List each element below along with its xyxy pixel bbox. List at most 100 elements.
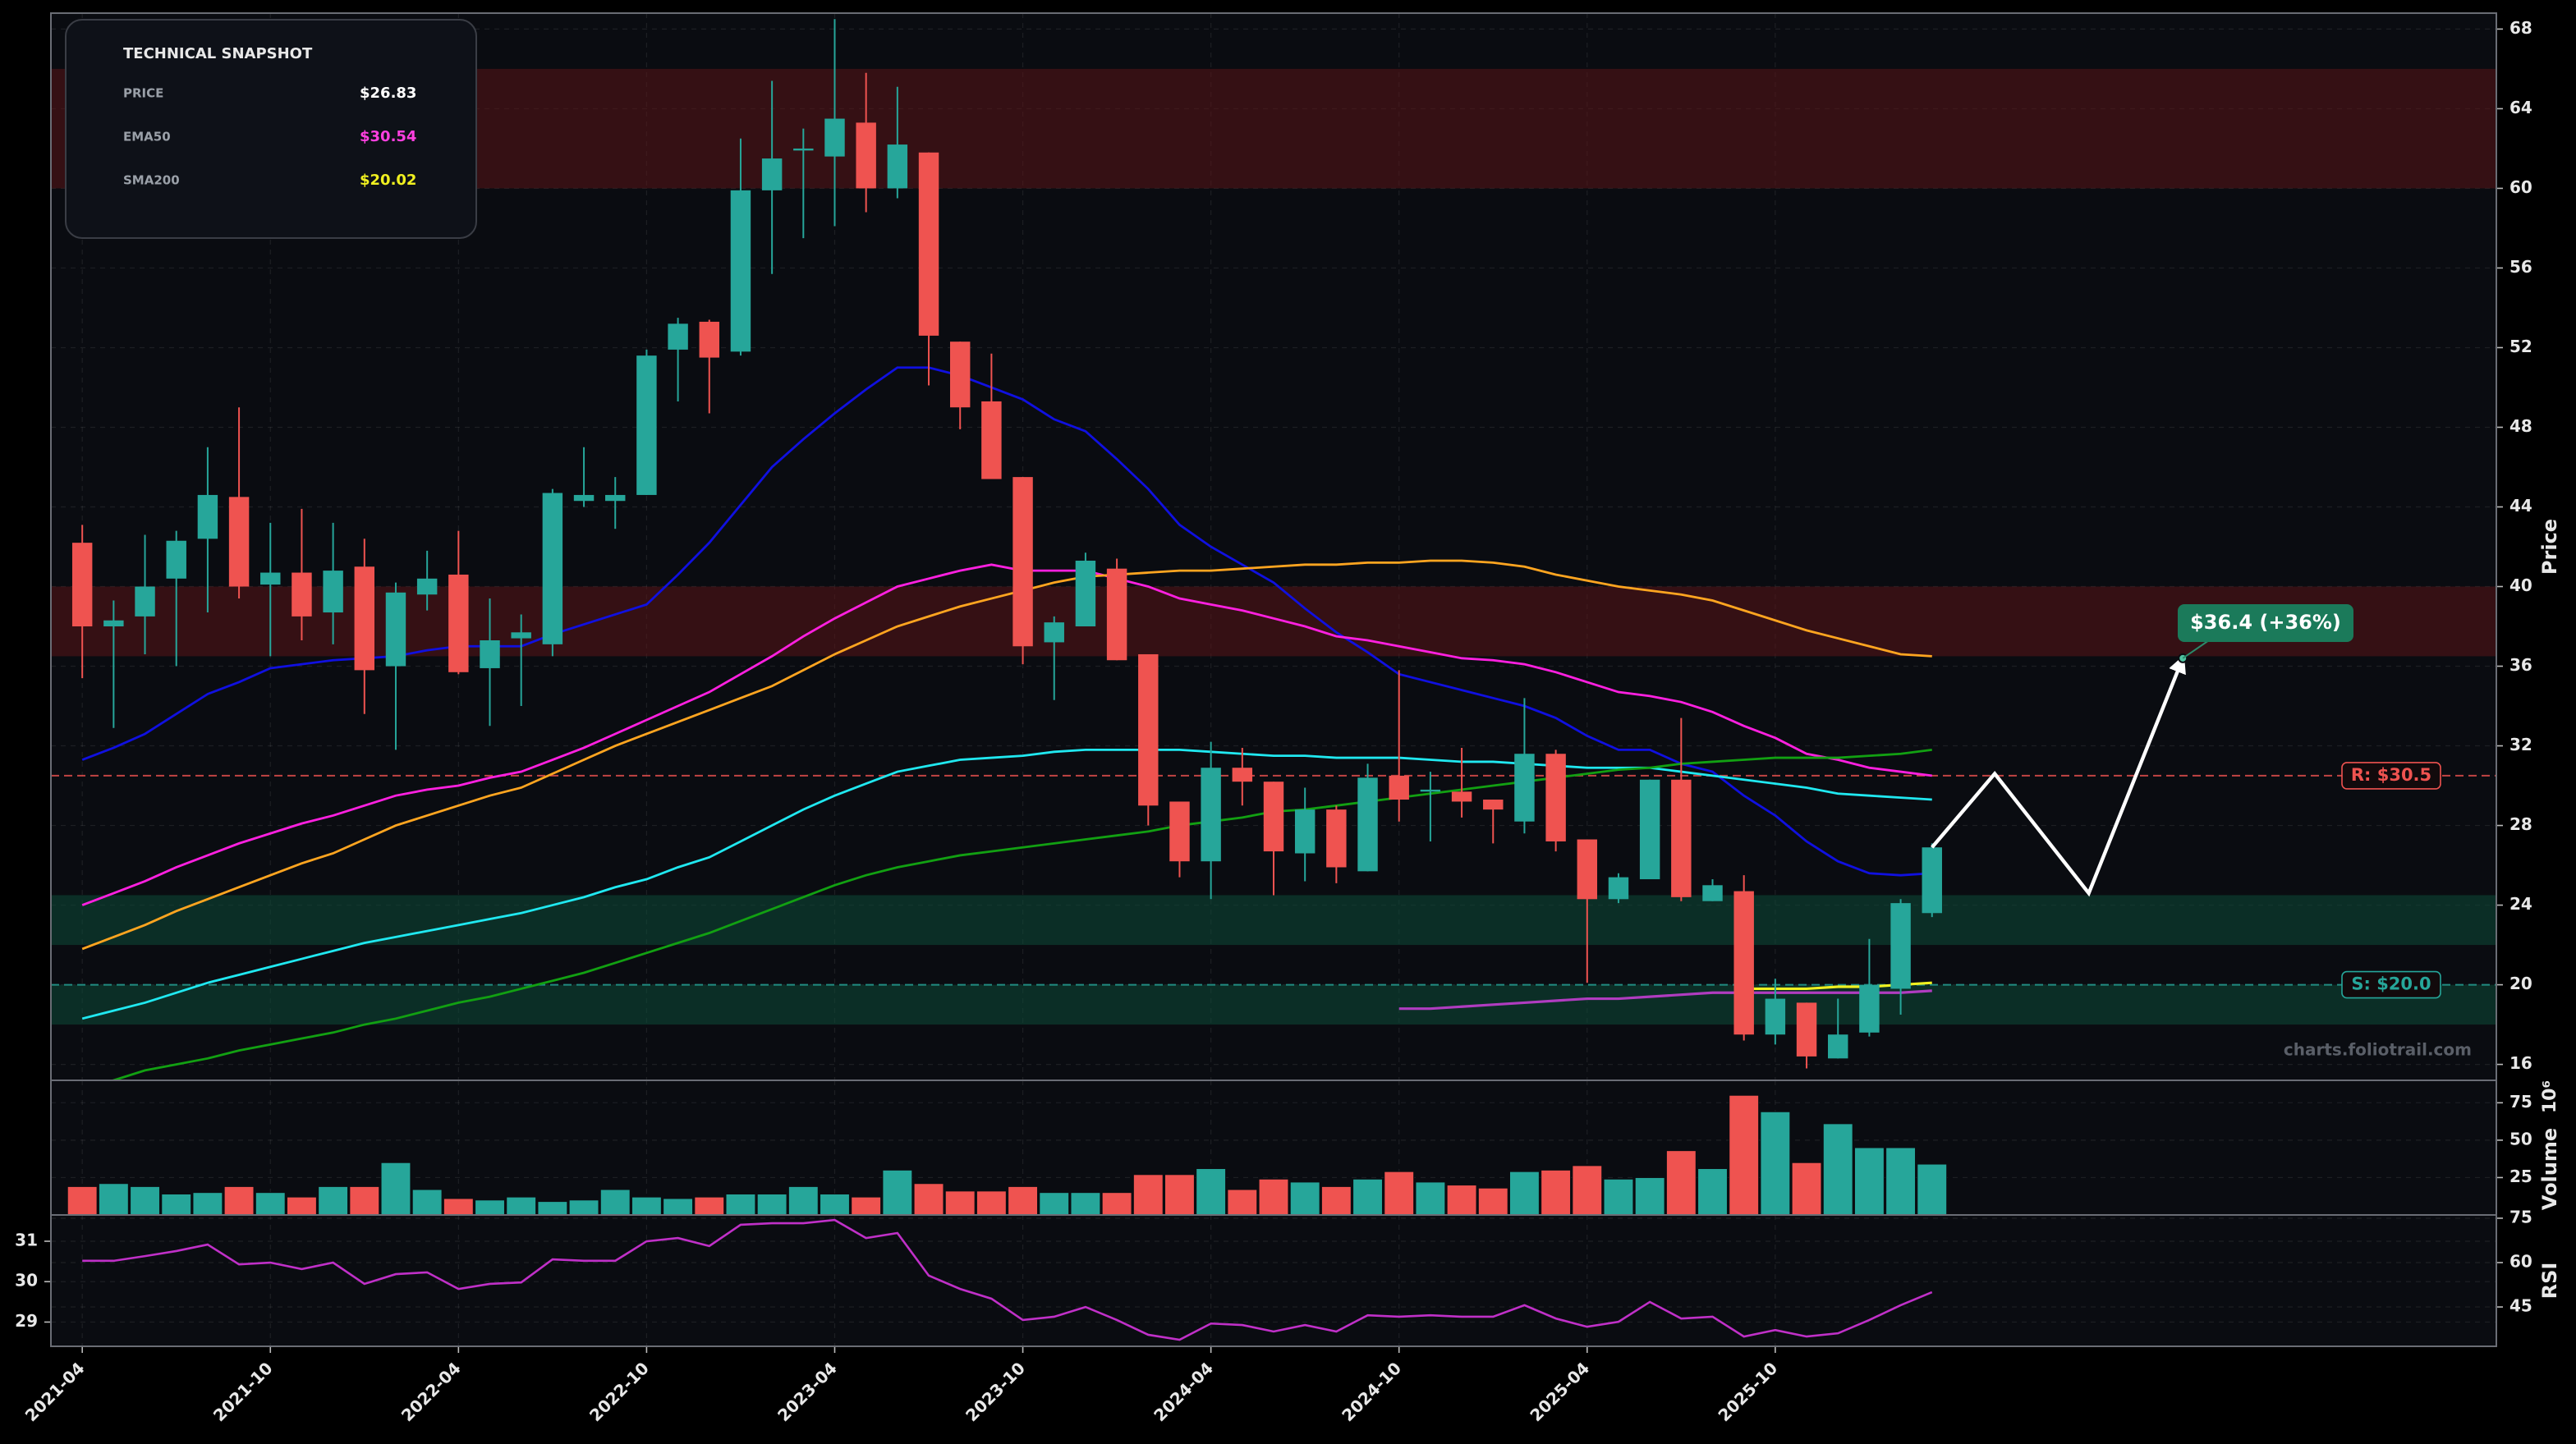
candle-body <box>511 632 531 639</box>
candle-body <box>166 540 186 579</box>
candle-body <box>1106 568 1127 661</box>
candle-body <box>260 572 281 585</box>
candle-body <box>197 494 218 539</box>
indicator-line <box>81 748 1932 1020</box>
volume-bar <box>944 1190 976 1215</box>
candle-body <box>668 323 688 350</box>
candle-body <box>1389 775 1409 800</box>
volume-bar <box>1508 1171 1540 1215</box>
candle-body <box>1828 1034 1848 1059</box>
volume-bar <box>787 1185 819 1215</box>
candle-body <box>1138 653 1159 806</box>
volume-bar <box>1132 1174 1164 1215</box>
volume-bar <box>882 1169 913 1215</box>
price-axis-label: Price <box>2538 519 2561 575</box>
y-tick-label: 16 <box>2509 1053 2532 1073</box>
volume-bar <box>1352 1178 1383 1215</box>
y-tick-label: 30 <box>15 1271 38 1290</box>
candle-body <box>1639 779 1660 880</box>
forecast-line <box>1931 654 2186 897</box>
y-tick-label: 60 <box>2509 177 2532 197</box>
volume-bar <box>1634 1176 1665 1215</box>
level-label: S: $20.0 <box>2351 974 2431 994</box>
volume-bar <box>1258 1178 1289 1215</box>
volume-bar <box>1791 1162 1822 1215</box>
candle-body <box>1326 809 1347 868</box>
y-tick-label: 50 <box>2509 1129 2532 1148</box>
volume-offset-label: 10⁶ <box>2540 1080 2560 1113</box>
y-tick-label: 75 <box>2509 1092 2532 1112</box>
volume-bar <box>1885 1147 1917 1215</box>
y-tick-label: 56 <box>2509 257 2532 277</box>
y-tick-label: 31 <box>15 1231 38 1250</box>
volume-bar <box>663 1198 694 1215</box>
volume-axis-label: Volume <box>2538 1128 2561 1210</box>
volume-bar <box>349 1185 380 1215</box>
forecast-connector <box>2182 639 2210 659</box>
candle-body <box>918 152 939 336</box>
volume-bar <box>1853 1147 1885 1215</box>
candle-body <box>1890 903 1911 989</box>
candle-body <box>1357 777 1378 872</box>
candle-body <box>1201 768 1221 862</box>
volume-bar <box>1603 1178 1634 1215</box>
volume-bar <box>380 1162 411 1215</box>
y-tick-label: 52 <box>2509 337 2532 356</box>
volume-bar <box>130 1185 160 1215</box>
level-label: R: $30.5 <box>2351 765 2431 785</box>
volume-bar <box>1572 1165 1603 1215</box>
volume-bar <box>1477 1187 1508 1215</box>
volume-bar <box>192 1192 223 1215</box>
candle-body <box>730 190 751 352</box>
candle-body <box>1451 791 1472 802</box>
candle-body <box>699 321 719 358</box>
y-tick-label: 24 <box>2509 894 2532 914</box>
panel-layer <box>67 1094 1948 1215</box>
candle-body <box>323 571 343 613</box>
rsi-line <box>82 1218 1933 1341</box>
volume-bar <box>1289 1181 1320 1215</box>
candle-body <box>793 148 814 151</box>
y-tick-label: 29 <box>15 1311 38 1331</box>
y-tick-label: 45 <box>2509 1296 2532 1316</box>
y-tick-label: 32 <box>2509 735 2532 754</box>
candle-body <box>1044 622 1064 643</box>
volume-bar <box>255 1192 286 1215</box>
candle-body <box>71 543 93 627</box>
panel-frame <box>50 1214 2497 1347</box>
candle-body <box>1294 809 1316 854</box>
level-label-box <box>2341 762 2441 790</box>
volume-bar <box>161 1193 192 1215</box>
volume-bar <box>1164 1174 1195 1215</box>
volume-bar <box>411 1189 443 1215</box>
candle-body <box>949 342 971 408</box>
indicator-line <box>108 748 1932 1080</box>
volume-bar <box>851 1196 882 1215</box>
volume-bar <box>1039 1192 1070 1215</box>
volume-bar <box>1760 1111 1791 1215</box>
candle-body <box>856 122 876 189</box>
candle-body <box>1514 754 1535 822</box>
candle-body <box>480 639 500 668</box>
candle-body <box>354 566 375 671</box>
volume-bar <box>1541 1169 1572 1215</box>
rsi-axis-label: RSI <box>2538 1263 2561 1300</box>
volume-bar <box>1729 1094 1760 1215</box>
candle-body <box>636 355 657 495</box>
candle-body <box>1922 847 1942 914</box>
y-tick-label: 75 <box>2509 1207 2532 1226</box>
volume-bar <box>475 1199 505 1215</box>
candle-body <box>1608 877 1629 900</box>
volume-bar <box>725 1193 756 1215</box>
candle-body <box>1263 782 1284 852</box>
volume-bar <box>1008 1185 1039 1215</box>
volume-bar <box>1822 1123 1853 1215</box>
candle-body <box>1702 885 1723 901</box>
candle-body <box>416 578 438 595</box>
candle-body <box>228 497 250 587</box>
snapshot-value: $20.02 <box>360 172 416 189</box>
y-tick-label: 20 <box>2509 974 2532 993</box>
volume-bar <box>506 1196 537 1215</box>
y-tick-label: 44 <box>2509 496 2532 516</box>
